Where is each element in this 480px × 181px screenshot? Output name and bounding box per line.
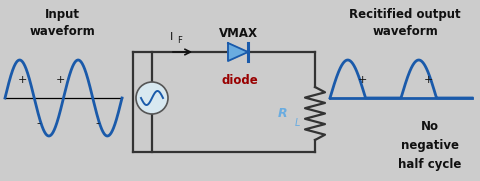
Text: Input
waveform: Input waveform: [29, 8, 95, 38]
Text: Recitified output
waveform: Recitified output waveform: [349, 8, 461, 38]
Text: L: L: [295, 117, 300, 127]
Polygon shape: [228, 43, 248, 61]
Text: +: +: [357, 75, 367, 85]
Text: No
negative
half cycle: No negative half cycle: [398, 120, 462, 171]
Text: R: R: [277, 107, 287, 120]
Text: +: +: [17, 75, 27, 85]
Text: I: I: [170, 32, 173, 42]
Text: -: -: [36, 118, 40, 128]
Text: +: +: [423, 75, 432, 85]
Text: VMAX: VMAX: [218, 27, 257, 40]
Text: diode: diode: [222, 74, 258, 87]
Text: +: +: [55, 75, 65, 85]
Circle shape: [136, 82, 168, 114]
Text: -: -: [95, 118, 99, 128]
Text: F: F: [177, 36, 182, 45]
